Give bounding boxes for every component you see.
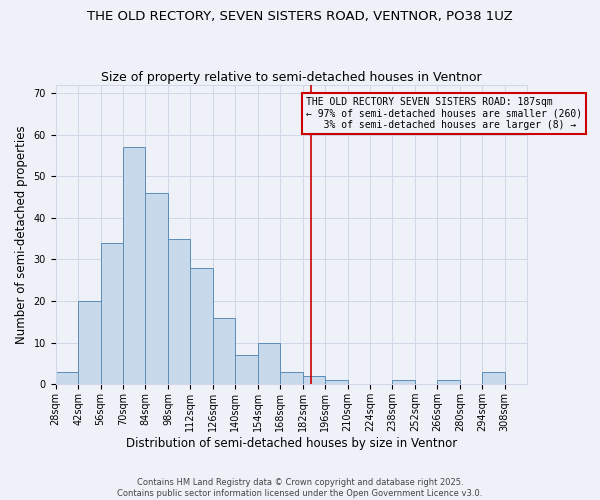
Bar xyxy=(168,238,190,384)
Bar xyxy=(280,372,302,384)
Bar xyxy=(302,376,325,384)
Text: THE OLD RECTORY SEVEN SISTERS ROAD: 187sqm
← 97% of semi-detached houses are sma: THE OLD RECTORY SEVEN SISTERS ROAD: 187s… xyxy=(306,97,582,130)
Bar xyxy=(325,380,347,384)
Bar xyxy=(101,243,123,384)
Bar xyxy=(56,372,78,384)
Bar xyxy=(258,342,280,384)
Bar xyxy=(190,268,213,384)
Text: THE OLD RECTORY, SEVEN SISTERS ROAD, VENTNOR, PO38 1UZ: THE OLD RECTORY, SEVEN SISTERS ROAD, VEN… xyxy=(87,10,513,23)
Bar xyxy=(78,301,101,384)
Text: Contains HM Land Registry data © Crown copyright and database right 2025.
Contai: Contains HM Land Registry data © Crown c… xyxy=(118,478,482,498)
Bar xyxy=(213,318,235,384)
Bar xyxy=(145,193,168,384)
Y-axis label: Number of semi-detached properties: Number of semi-detached properties xyxy=(15,125,28,344)
Bar xyxy=(437,380,460,384)
Title: Size of property relative to semi-detached houses in Ventnor: Size of property relative to semi-detach… xyxy=(101,70,482,84)
Bar xyxy=(123,147,145,384)
Bar xyxy=(482,372,505,384)
Bar xyxy=(235,355,258,384)
Bar xyxy=(392,380,415,384)
X-axis label: Distribution of semi-detached houses by size in Ventnor: Distribution of semi-detached houses by … xyxy=(126,437,457,450)
